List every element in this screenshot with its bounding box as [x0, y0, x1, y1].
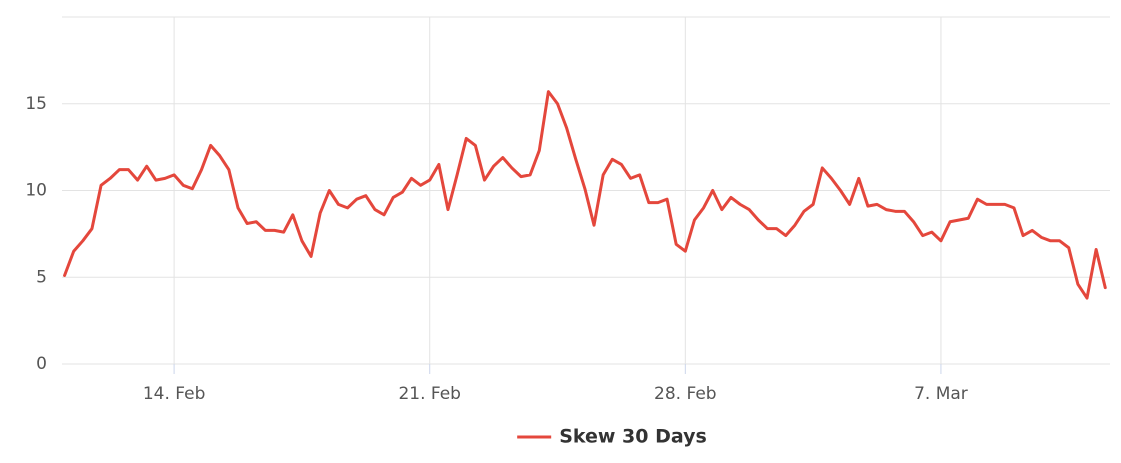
y-tick-label: 15 [25, 94, 47, 114]
x-tick-label: 14. Feb [143, 384, 206, 404]
x-tick-label: 7. Mar [914, 384, 968, 404]
y-tick-label: 0 [36, 354, 47, 374]
data-line [63, 90, 1107, 300]
legend-label: Skew 30 Days [559, 426, 707, 448]
y-tick-label: 5 [36, 267, 47, 287]
x-tick-label: 28. Feb [654, 384, 717, 404]
y-tick-label: 10 [25, 181, 47, 201]
legend: Skew 30 Days [517, 426, 707, 448]
x-tick-label: 21. Feb [398, 384, 461, 404]
